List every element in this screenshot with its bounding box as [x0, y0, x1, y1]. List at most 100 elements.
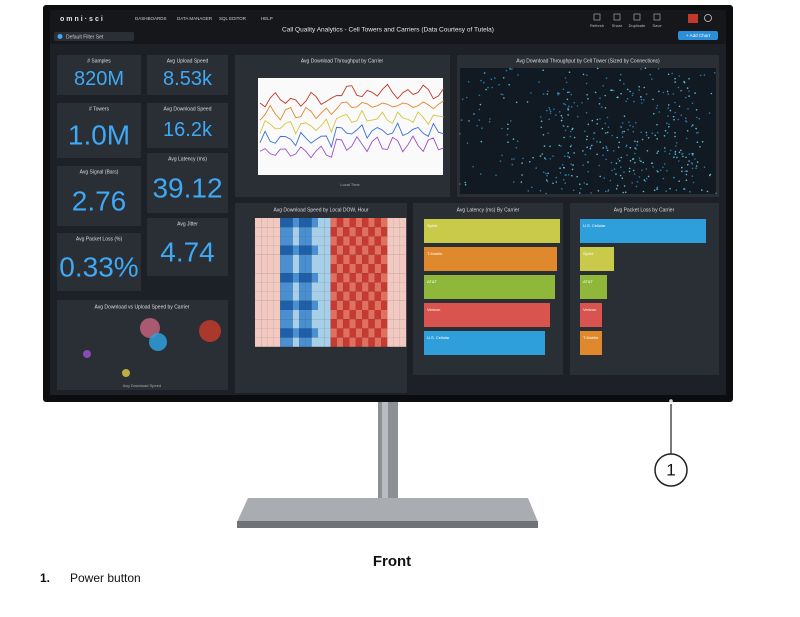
- heat-cell: [299, 245, 306, 255]
- map-dot: [651, 78, 653, 80]
- heat-cell: [374, 310, 381, 320]
- map-dot: [618, 141, 620, 144]
- heat-cell: [343, 319, 350, 329]
- map-dot: [473, 113, 475, 115]
- chart-title: Avg Packet Loss by Carrier: [614, 207, 675, 213]
- heat-cell: [273, 300, 281, 310]
- map-dot: [638, 157, 641, 159]
- heat-cell: [273, 264, 281, 274]
- user-icon[interactable]: [704, 14, 712, 22]
- bar-shape: [424, 219, 560, 243]
- heat-cell: [261, 254, 268, 264]
- nav-item[interactable]: DATA MANAGER: [177, 16, 213, 21]
- map-dot: [569, 130, 572, 133]
- map-dot: [682, 155, 684, 158]
- map-dot: [666, 169, 668, 172]
- nav-item[interactable]: SQL EDITOR: [219, 16, 247, 21]
- heat-cell: [387, 282, 394, 292]
- map-dot: [692, 124, 694, 126]
- axis-label: Avg Download Speed: [123, 383, 161, 388]
- heat-cell: [299, 291, 306, 301]
- map-dot: [564, 77, 567, 79]
- heat-cell: [292, 264, 300, 274]
- add-chart-button[interactable]: [678, 31, 718, 40]
- heat-cell: [399, 282, 407, 292]
- map-dot: [589, 146, 592, 148]
- map-dot: [619, 79, 621, 81]
- map-dot: [681, 170, 683, 173]
- heat-cell: [374, 245, 381, 255]
- map-dot: [656, 138, 658, 140]
- map-dot: [573, 152, 575, 154]
- map-dot: [511, 163, 514, 166]
- map-dot: [466, 142, 469, 144]
- panel: [57, 300, 228, 390]
- map-dot: [640, 160, 642, 163]
- heat-cell: [349, 218, 356, 228]
- map-dot: [632, 130, 635, 133]
- map-dot: [663, 135, 666, 137]
- heat-cell: [374, 319, 381, 329]
- heat-cell: [349, 264, 356, 274]
- action-label[interactable]: Share: [612, 23, 623, 28]
- map-dot: [599, 118, 601, 120]
- heat-cell: [387, 264, 394, 274]
- action-icon[interactable]: [633, 13, 641, 21]
- action-label[interactable]: Refresh: [590, 23, 604, 28]
- heat-cell: [374, 264, 381, 274]
- heat-cell: [330, 337, 337, 347]
- map-dot: [584, 130, 586, 133]
- heat-cell: [318, 264, 325, 274]
- line-decoration: [259, 122, 444, 149]
- heat-cell: [286, 227, 293, 237]
- heat-cell: [292, 218, 300, 228]
- heat-cell: [381, 227, 388, 237]
- map-dot: [621, 177, 624, 179]
- heat-cell: [318, 337, 325, 347]
- map-dot: [620, 92, 622, 95]
- kpi-label: Avg Upload Speed: [167, 58, 209, 64]
- map-dot: [600, 106, 603, 108]
- heat-cell: [318, 273, 325, 283]
- action-icon[interactable]: [613, 13, 621, 21]
- action-icon[interactable]: [593, 13, 601, 21]
- heat-cell: [374, 273, 381, 283]
- map-dot: [713, 71, 716, 74]
- heat-cell: [292, 273, 300, 283]
- map-dot: [513, 158, 515, 160]
- kpi-label: # Samples: [87, 58, 111, 64]
- heat-cell: [387, 300, 394, 310]
- map-dot: [561, 188, 563, 190]
- action-label[interactable]: Duplicate: [629, 23, 646, 28]
- heat-cell: [343, 337, 350, 347]
- line-decoration: [259, 83, 444, 108]
- heat-cell: [324, 319, 331, 329]
- heat-cell: [318, 300, 325, 310]
- heat-cell: [368, 319, 375, 329]
- nav-item[interactable]: HELP: [261, 16, 273, 21]
- bar-shape: [580, 331, 602, 355]
- icon-grid[interactable]: [688, 14, 698, 23]
- map-dot: [685, 179, 688, 181]
- map-dot: [631, 182, 633, 184]
- heat-cell: [336, 245, 344, 255]
- map-dot: [510, 120, 512, 122]
- heat-cell: [349, 328, 356, 338]
- action-icon[interactable]: [653, 13, 661, 21]
- map-dot: [647, 175, 650, 178]
- map-dot: [520, 181, 523, 183]
- heat-cell: [349, 337, 356, 347]
- map-dot: [564, 103, 567, 106]
- heat-cell: [286, 282, 293, 292]
- map-dot: [483, 81, 485, 84]
- nav-item[interactable]: DASHBOARDS: [135, 16, 167, 21]
- map-dot: [628, 170, 631, 173]
- heat-cell: [355, 328, 363, 338]
- filter-box[interactable]: [54, 32, 134, 41]
- heat-cell: [261, 328, 268, 338]
- map-dot: [582, 164, 584, 166]
- action-label[interactable]: Save: [652, 23, 662, 28]
- filter-toggle[interactable]: [57, 34, 63, 39]
- map-dot: [619, 174, 622, 177]
